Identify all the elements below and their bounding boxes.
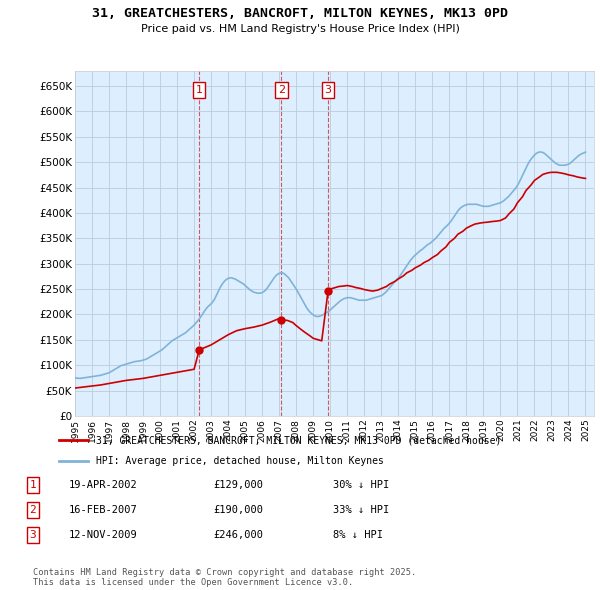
Text: 3: 3: [29, 530, 37, 540]
Text: 8% ↓ HPI: 8% ↓ HPI: [333, 530, 383, 540]
Text: 33% ↓ HPI: 33% ↓ HPI: [333, 506, 389, 515]
Text: 31, GREATCHESTERS, BANCROFT, MILTON KEYNES, MK13 0PD (detached house): 31, GREATCHESTERS, BANCROFT, MILTON KEYN…: [95, 435, 501, 445]
Text: 30% ↓ HPI: 30% ↓ HPI: [333, 480, 389, 490]
Text: 1: 1: [29, 480, 37, 490]
Text: 31, GREATCHESTERS, BANCROFT, MILTON KEYNES, MK13 0PD: 31, GREATCHESTERS, BANCROFT, MILTON KEYN…: [92, 7, 508, 20]
Text: 12-NOV-2009: 12-NOV-2009: [69, 530, 138, 540]
Text: Contains HM Land Registry data © Crown copyright and database right 2025.
This d: Contains HM Land Registry data © Crown c…: [33, 568, 416, 587]
Text: 1: 1: [196, 85, 203, 95]
Text: £129,000: £129,000: [213, 480, 263, 490]
Text: 19-APR-2002: 19-APR-2002: [69, 480, 138, 490]
Text: HPI: Average price, detached house, Milton Keynes: HPI: Average price, detached house, Milt…: [95, 456, 383, 466]
Text: 2: 2: [29, 506, 37, 515]
Text: 16-FEB-2007: 16-FEB-2007: [69, 506, 138, 515]
Text: 2: 2: [278, 85, 285, 95]
Text: £246,000: £246,000: [213, 530, 263, 540]
Text: 3: 3: [325, 85, 332, 95]
Text: £190,000: £190,000: [213, 506, 263, 515]
Text: Price paid vs. HM Land Registry's House Price Index (HPI): Price paid vs. HM Land Registry's House …: [140, 24, 460, 34]
